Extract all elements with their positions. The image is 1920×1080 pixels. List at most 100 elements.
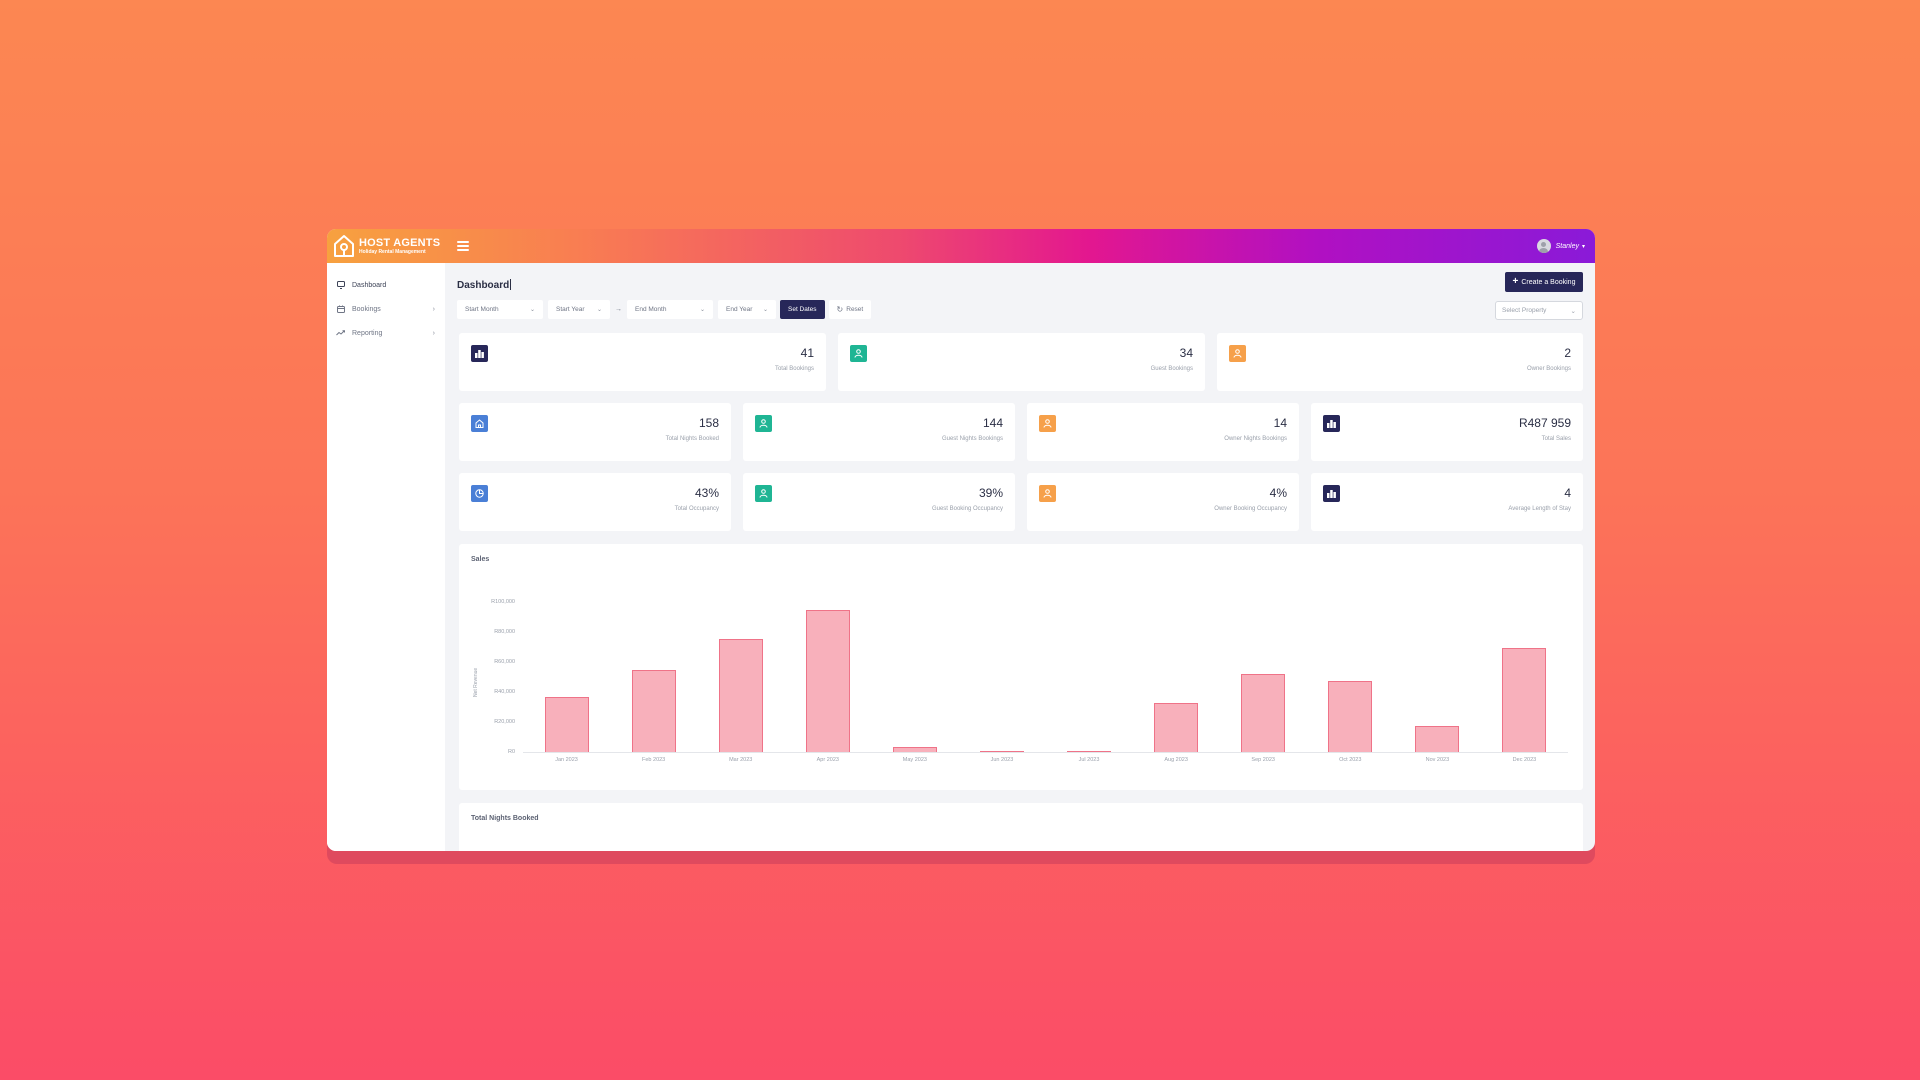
stat-label: Total Occupancy [674,506,719,512]
bar-dec-2023[interactable] [1502,648,1547,752]
reset-button[interactable]: ↻ Reset [828,300,872,319]
sidebar-item-label: Reporting [352,329,383,337]
chevron-down-icon: ⌄ [596,307,602,313]
top-bar: HOST AGENTS Holiday Rental Management St… [327,229,1595,263]
stat-label: Total Sales [1541,436,1571,442]
bar-aug-2023[interactable] [1154,702,1199,752]
sidebar: Dashboard Bookings › Reporting › [327,263,445,851]
stat-card-total-occupancy: 43% Total Occupancy [459,473,731,531]
user-icon [1039,415,1056,432]
stat-card-total-nights-booked: 158 Total Nights Booked [459,403,731,461]
stat-card-guest-booking-occupancy: 39% Guest Booking Occupancy [743,473,1015,531]
x-tick: May 2023 [902,757,927,763]
stat-card-guest-bookings: 34 Guest Bookings [838,333,1205,391]
bar-apr-2023[interactable] [805,609,850,752]
start-month-select[interactable]: Start Month ⌄ [457,300,543,319]
chevron-down-icon: ▾ [1581,243,1585,250]
stat-value: 43% [694,486,719,500]
stat-value: 4 [1564,486,1571,500]
sidebar-item-reporting[interactable]: Reporting › [327,321,445,345]
x-tick: Mar 2023 [729,757,753,763]
stat-value: 34 [1179,346,1193,360]
calendar-icon [336,305,345,314]
stat-card-owner-bookings: 2 Owner Bookings [1217,333,1583,391]
stat-label: Owner Bookings [1526,366,1571,372]
chevron-down-icon: ⌄ [699,307,705,313]
stat-card-owner-booking-occupancy: 4% Owner Booking Occupancy [1027,473,1299,531]
chevron-right-icon: › [432,305,435,313]
sidebar-item-label: Dashboard [352,281,387,289]
stat-card-total-sales: R487 959 Total Sales [1311,403,1583,461]
sales-plot-area: Jan 2023 Feb 2023 Mar 2023 Apr 2023 May 2023… [523,603,1568,763]
stat-card-owner-nights-bookings: 14 Owner Nights Bookings [1027,403,1299,461]
stat-card-average-length-of-stay: 4 Average Length of Stay [1311,473,1583,531]
x-tick: Sep 2023 [1251,757,1275,763]
y-tick: R0 [507,749,515,755]
brand[interactable]: HOST AGENTS Holiday Rental Management [327,234,445,258]
bar-jul-2023[interactable] [1067,750,1112,752]
total-nights-chart-card: Total Nights Booked [459,803,1583,851]
user-name: Stanley [1555,242,1579,250]
sidebar-item-dashboard[interactable]: Dashboard [327,273,445,297]
end-year-select[interactable]: End Year ⌄ [718,300,776,319]
user-icon [850,345,867,362]
x-tick: Jul 2023 [1078,757,1100,763]
plus-icon: + [1512,276,1519,287]
bar-feb-2023[interactable] [631,669,676,752]
brand-name: HOST AGENTS [359,236,441,249]
chevron-down-icon: ⌄ [1570,307,1576,315]
refresh-icon: ↻ [836,305,844,314]
stat-value: 158 [698,416,719,430]
chevron-right-icon: › [432,329,435,337]
bar-mar-2023[interactable] [718,639,763,752]
start-year-select[interactable]: Start Year ⌄ [548,300,610,319]
stat-label: Total Bookings [774,366,814,372]
x-tick: Feb 2023 [642,757,666,763]
bar-sep-2023[interactable] [1241,674,1286,752]
chevron-down-icon: ⌄ [762,307,768,313]
stat-label: Owner Booking Occupancy [1214,506,1287,512]
x-tick: Apr 2023 [816,757,839,763]
x-tick: Jan 2023 [555,757,578,763]
property-select[interactable]: Select Property ⌄ [1495,301,1583,320]
stat-label: Guest Bookings [1150,366,1193,372]
bar-nov-2023[interactable] [1415,726,1460,752]
y-tick: R20,000 [494,719,515,725]
stat-value: 4% [1269,486,1287,500]
bar-may-2023[interactable] [892,747,937,752]
brand-tagline: Holiday Rental Management [359,248,426,255]
sidebar-item-label: Bookings [352,305,381,313]
x-tick: Oct 2023 [1339,757,1362,763]
create-booking-button[interactable]: + Create a Booking [1505,272,1583,292]
building-icon [1323,485,1340,502]
x-tick: Dec 2023 [1512,757,1537,763]
stat-card-total-bookings: 41 Total Bookings [459,333,826,391]
stat-value: 144 [982,416,1003,430]
stat-label: Average Length of Stay [1508,506,1571,512]
y-tick: R80,000 [494,629,515,635]
chart-title: Total Nights Booked [471,815,539,822]
set-dates-button[interactable]: Set Dates [780,300,825,319]
building-icon [1323,415,1340,432]
date-filters: Start Month ⌄ Start Year ⌄ → End Month ⌄ En… [457,300,872,319]
stat-value: 2 [1564,346,1571,360]
bar-jun-2023[interactable] [979,750,1024,752]
chevron-down-icon: ⌄ [529,307,535,313]
user-menu[interactable]: Stanley ▾ [1536,239,1585,253]
stat-label: Guest Booking Occupancy [931,506,1003,512]
sidebar-item-bookings[interactable]: Bookings › [327,297,445,321]
house-pin-logo-icon [334,235,354,257]
x-tick: Nov 2023 [1425,757,1450,763]
avatar [1536,239,1551,253]
monitor-icon [336,281,345,290]
bar-jan-2023[interactable] [544,696,589,752]
hamburger-menu-icon[interactable] [457,241,469,251]
page-title: Dashboard [457,280,510,291]
pie-chart-icon [471,485,488,502]
end-month-select[interactable]: End Month ⌄ [627,300,713,319]
chart-title: Sales [471,556,490,563]
user-icon [1039,485,1056,502]
bar-oct-2023[interactable] [1328,681,1373,752]
stat-label: Guest Nights Bookings [941,436,1003,442]
app-window: HOST AGENTS Holiday Rental Management St… [327,229,1595,851]
